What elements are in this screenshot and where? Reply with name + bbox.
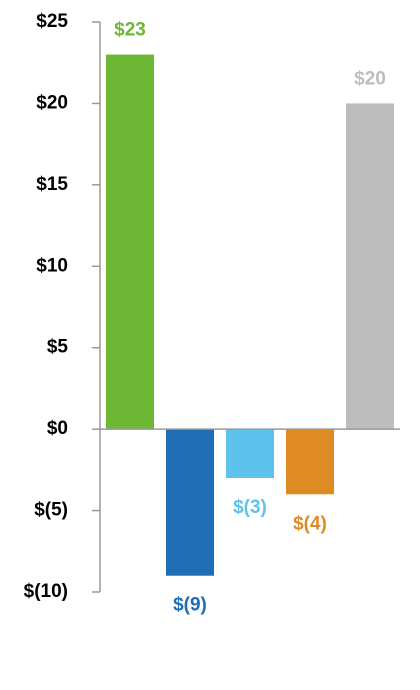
- y-tick-label: $25: [36, 11, 68, 32]
- bar: [226, 429, 274, 478]
- y-tick-label: $(5): [34, 500, 68, 521]
- bar: [166, 429, 214, 576]
- y-tick-label: $15: [36, 174, 68, 195]
- value-label: $20: [354, 68, 386, 89]
- bar: [346, 103, 394, 430]
- value-label: $23: [114, 20, 146, 41]
- y-tick-label: $10: [36, 255, 68, 276]
- bar: [106, 54, 154, 430]
- y-tick-label: $5: [47, 337, 69, 358]
- value-label: $(9): [173, 595, 207, 616]
- bar: [286, 429, 334, 495]
- y-tick-label: $0: [47, 418, 68, 439]
- value-label: $(3): [233, 497, 267, 518]
- y-tick-label: $(10): [24, 581, 68, 602]
- y-tick-label: $20: [36, 92, 68, 113]
- value-label: $(4): [293, 513, 327, 534]
